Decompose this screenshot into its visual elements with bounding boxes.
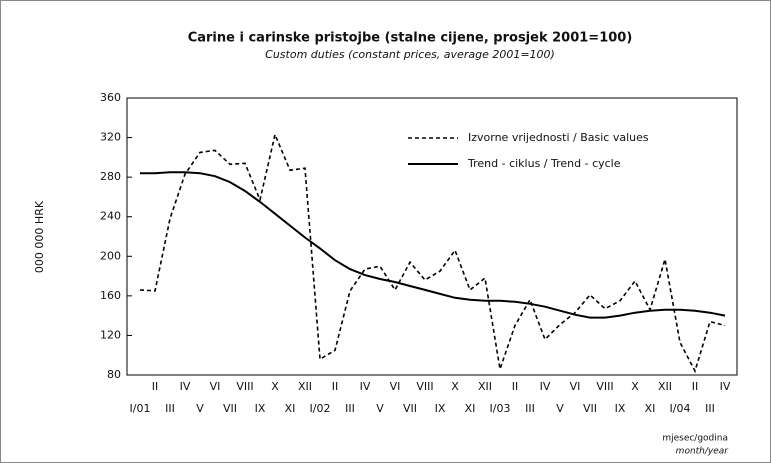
y-tick-label: 160 (100, 289, 121, 302)
x-tick-label: II (332, 380, 339, 393)
x-tick-label: I/04 (670, 402, 691, 415)
x-tick-label: VI (390, 380, 401, 393)
x-tick-label: IV (540, 380, 551, 393)
y-tick-label: 80 (107, 368, 121, 381)
y-tick-label: 280 (100, 170, 121, 183)
x-tick-label: V (376, 402, 384, 415)
x-tick-label: IV (720, 380, 731, 393)
x-tick-label: IX (255, 402, 266, 415)
y-tick-label: 120 (100, 328, 121, 341)
x-tick-label: II (152, 380, 159, 393)
x-tick-label: VII (403, 402, 417, 415)
chart-title: Carine i carinske pristojbe (stalne cije… (188, 31, 633, 46)
series-line (139, 132, 726, 374)
x-tick-label: XII (478, 380, 492, 393)
chart-subtitle: Custom duties (constant prices, average … (265, 48, 555, 61)
y-axis-label: 000 000 HRK (33, 200, 46, 273)
x-tick-label: I/02 (310, 402, 331, 415)
x-tick-label: V (196, 402, 204, 415)
x-tick-label: IV (180, 380, 191, 393)
x-tick-label: I/03 (490, 402, 511, 415)
x-tick-label: IV (360, 380, 371, 393)
plot-frame (126, 97, 738, 376)
x-tick-label: II (692, 380, 699, 393)
x-tick-label: XII (298, 380, 312, 393)
x-tick-label: III (345, 402, 355, 415)
x-tick-label: XI (645, 402, 656, 415)
x-tick-label: VIII (236, 380, 253, 393)
x-tick-label: VIII (416, 380, 433, 393)
y-tick-label: 240 (100, 210, 121, 223)
x-tick-label: VIII (596, 380, 613, 393)
y-tick-label: 360 (100, 91, 121, 104)
x-tick-label: IX (615, 402, 626, 415)
x-tick-label: XI (285, 402, 296, 415)
y-tick-label: 200 (100, 249, 121, 262)
x-tick-label: I/01 (130, 402, 151, 415)
x-tick-label: X (451, 380, 459, 393)
legend-label: Izvorne vrijednosti / Basic values (468, 131, 649, 144)
legend-label: Trend - ciklus / Trend - cycle (467, 157, 621, 170)
y-tick-label: 320 (100, 131, 121, 144)
x-axis-label-en: month/year (676, 447, 730, 457)
x-tick-label: VI (570, 380, 581, 393)
x-axis-label: mjesec/godina (662, 434, 728, 444)
x-tick-label: X (631, 380, 639, 393)
x-tick-label: III (165, 402, 175, 415)
x-tick-label: IX (435, 402, 446, 415)
x-tick-label: III (705, 402, 715, 415)
x-tick-label: X (271, 380, 279, 393)
x-tick-label: V (556, 402, 564, 415)
x-tick-label: XI (465, 402, 476, 415)
x-tick-label: III (525, 402, 535, 415)
x-tick-label: VII (223, 402, 237, 415)
x-tick-label: VII (583, 402, 597, 415)
x-tick-label: II (512, 380, 519, 393)
x-tick-label: XII (658, 380, 672, 393)
series-line (140, 171, 726, 319)
x-tick-label: VI (210, 380, 221, 393)
